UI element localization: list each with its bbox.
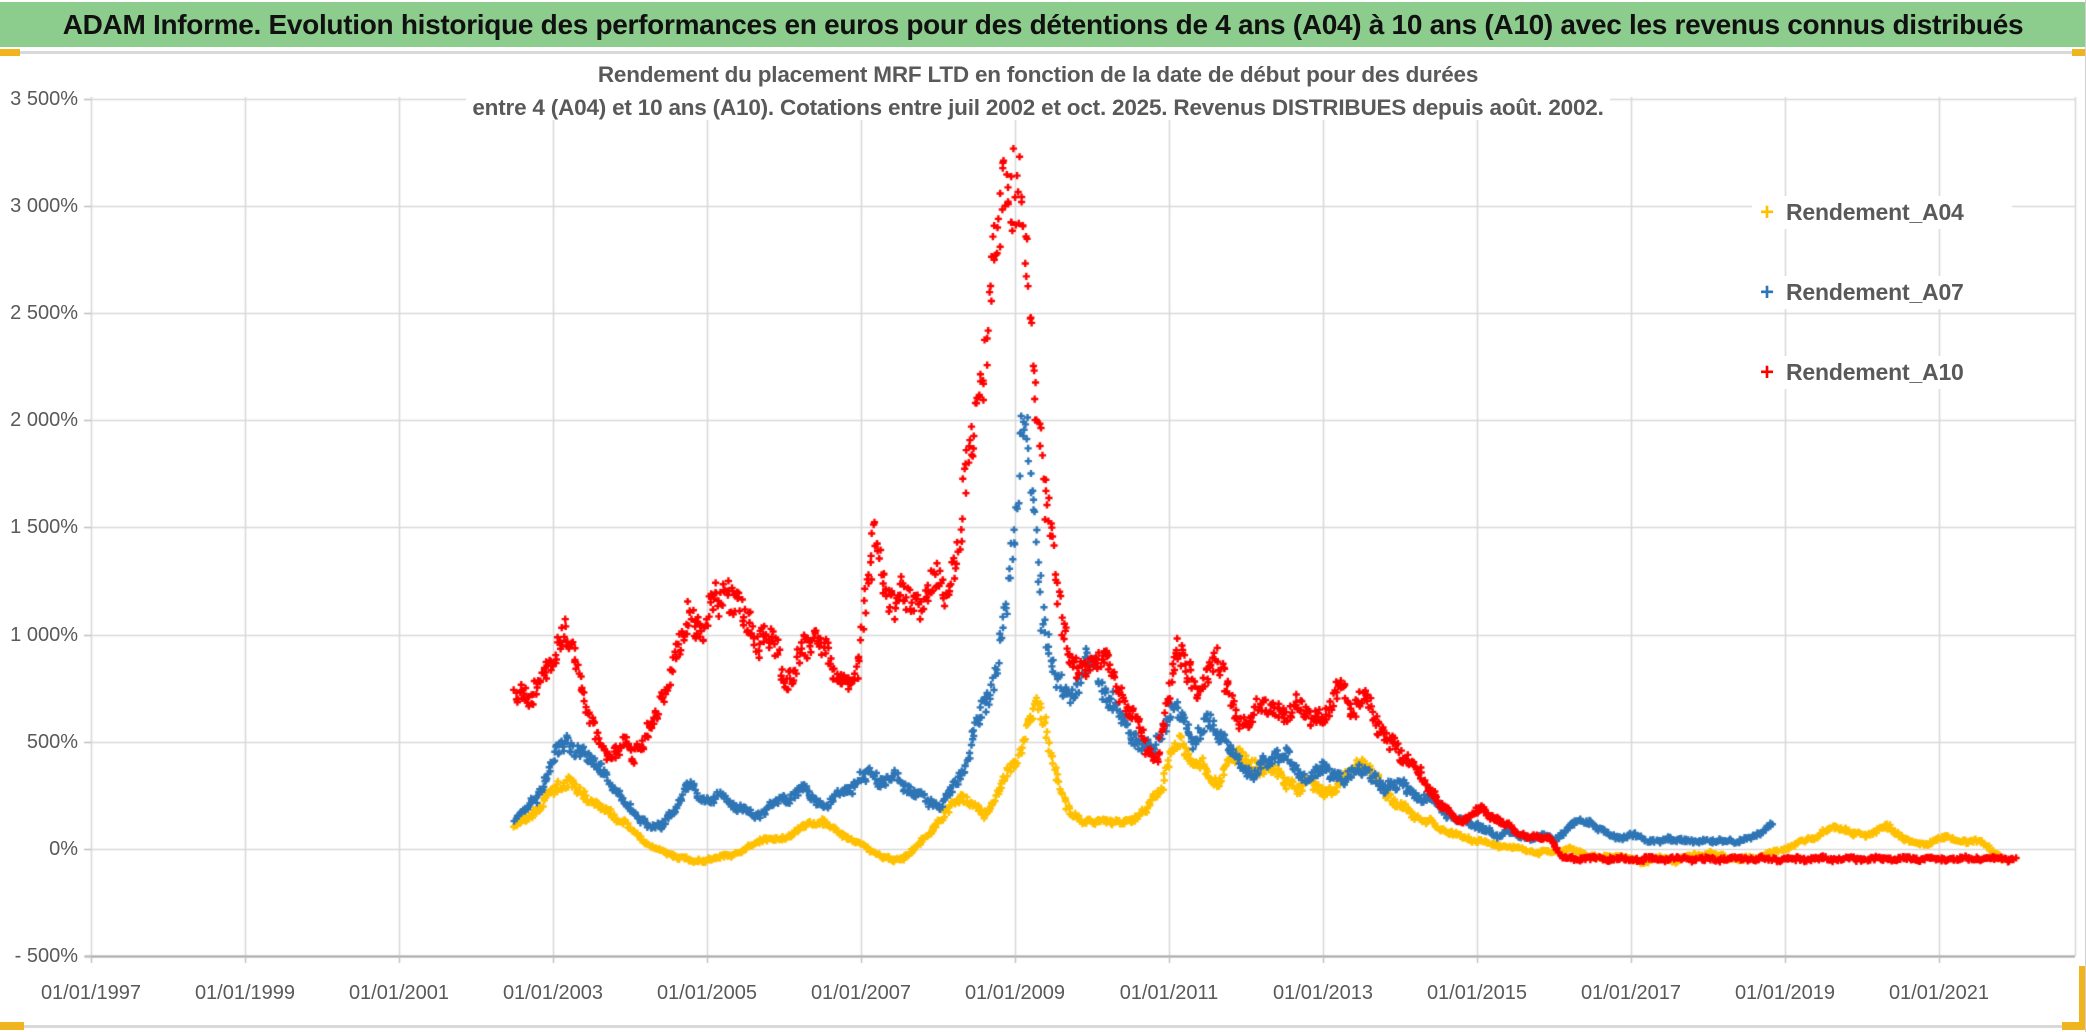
y-tick-label: 500%: [26, 730, 78, 753]
banner-title: ADAM Informe. Evolution historique des p…: [62, 8, 2024, 40]
top-scrollbar-track: [0, 51, 2085, 54]
plus-marker-icon: +: [1760, 198, 1775, 226]
bottom-scrollbar[interactable]: [0, 1022, 2085, 1030]
chart-title-line2: entre 4 (A04) et 10 ans (A10). Cotations…: [298, 95, 1778, 121]
y-tick-label: 0%: [49, 838, 78, 860]
top-scrollbar-thumb-right[interactable]: [2072, 49, 2085, 56]
plus-marker-icon: +: [1760, 358, 1775, 386]
bottom-scrollbar-thumb-right[interactable]: [2062, 1022, 2085, 1030]
x-tick-label: 01/01/2015: [1426, 982, 1528, 1004]
legend-item-rendement-a07[interactable]: + Rendement_A07: [1752, 276, 2012, 309]
plus-marker-icon: +: [1760, 278, 1775, 306]
y-tick-label: 3 500%: [10, 87, 78, 110]
legend-item-rendement-a10[interactable]: + Rendement_A10: [1752, 356, 2012, 389]
x-tick-label: 01/01/2007: [810, 982, 912, 1004]
x-tick-label: 01/01/2021: [1888, 982, 1990, 1004]
y-tick-label: 1 000%: [10, 623, 78, 646]
chart-title-line1: Rendement du placement MRF LTD en foncti…: [298, 62, 1778, 88]
chart-legend: + Rendement_A04 + Rendement_A07 + Rendem…: [1752, 196, 2012, 436]
bottom-scrollbar-thumb-left[interactable]: [0, 1022, 24, 1030]
x-tick-label: 01/01/2005: [656, 982, 758, 1004]
banner: ADAM Informe. Evolution historique des p…: [0, 0, 2085, 47]
x-tick-label: 01/01/2017: [1580, 982, 1682, 1004]
right-scrollbar-thumb[interactable]: [2079, 966, 2085, 1026]
x-tick-label: 01/01/2009: [964, 982, 1066, 1004]
x-tick-label: 01/01/2019: [1734, 982, 1836, 1004]
legend-item-rendement-a04[interactable]: + Rendement_A04: [1752, 196, 2012, 229]
x-tick-label: 01/01/2011: [1119, 982, 1219, 1004]
y-tick-label: 2 000%: [10, 409, 78, 432]
x-tick-label: 01/01/1997: [40, 982, 142, 1004]
x-tick-label: 01/01/1999: [194, 982, 296, 1004]
y-tick-label: 2 500%: [10, 302, 78, 324]
legend-label: Rendement_A04: [1786, 199, 1964, 225]
y-tick-label: 1 500%: [10, 516, 78, 539]
top-scrollbar-thumb-left[interactable]: [0, 49, 20, 56]
top-scrollbar[interactable]: [0, 48, 2085, 56]
bottom-scrollbar-track: [0, 1025, 2085, 1028]
legend-label: Rendement_A10: [1786, 359, 1964, 385]
x-tick-label: 01/01/2003: [502, 982, 604, 1004]
y-tick-label: 3 000%: [10, 194, 78, 217]
x-tick-label: 01/01/2013: [1272, 982, 1374, 1004]
y-tick-label: - 500%: [14, 945, 78, 968]
x-tick-label: 01/01/2001: [348, 982, 450, 1004]
legend-label: Rendement_A07: [1786, 279, 1964, 305]
